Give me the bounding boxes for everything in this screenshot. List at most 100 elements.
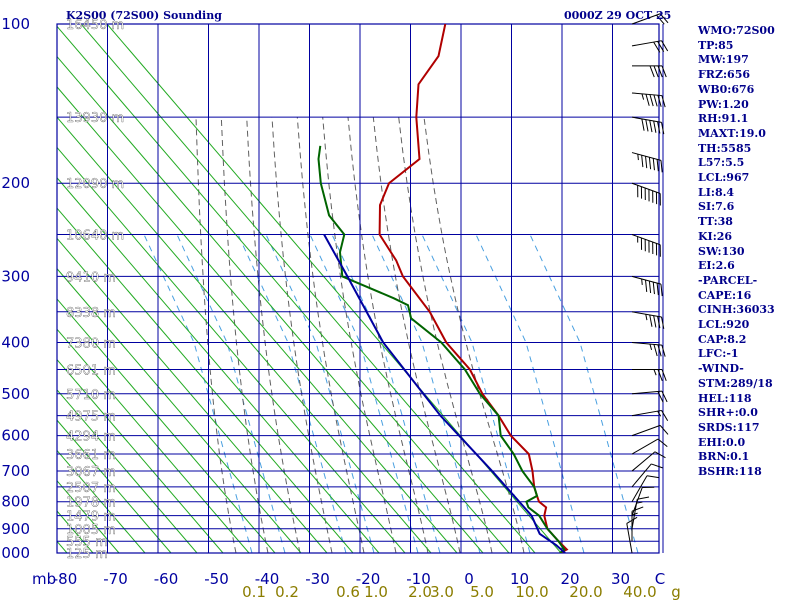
stat-line: SHR+:0.0 — [698, 406, 758, 420]
stat-line: -PARCEL- — [698, 273, 758, 287]
stat-line: EHI:0.0 — [698, 435, 746, 449]
stat-line: LCL:920 — [698, 318, 750, 332]
wind-barb-staff — [631, 275, 662, 285]
wind-barb-flag — [645, 279, 648, 293]
dewpoint-trace — [317, 145, 566, 553]
stat-line: FRZ:656 — [698, 68, 751, 82]
wind-barb — [631, 451, 666, 472]
wind-barb-staff — [631, 409, 662, 417]
moist-adiabat-line — [296, 117, 365, 553]
dry-adiabat-line — [57, 25, 510, 553]
pressure-tick-label: 900 — [1, 520, 30, 538]
wind-barb-flag — [657, 95, 662, 107]
mixing-ratio-lines — [143, 234, 639, 553]
dry-adiabat-line — [80, 24, 536, 553]
dry-adiabat-line — [57, 298, 276, 553]
wind-barb-flag — [657, 41, 665, 52]
mixing-ratio-label: 3.0 — [430, 583, 454, 600]
wind-barb — [631, 409, 669, 422]
pressure-unit-label: mb — [32, 570, 56, 588]
wind-barb-staff — [631, 234, 661, 246]
wind-barb — [631, 438, 668, 455]
wind-barb-flag — [657, 65, 663, 78]
stat-line: CAP:8.2 — [698, 332, 747, 346]
height-label: 4294 m — [66, 430, 116, 445]
height-label: 3067 m — [66, 465, 116, 480]
wind-barb — [631, 116, 665, 135]
mixing-ratio-label: 2.0 — [408, 583, 432, 600]
wind-barb-staff — [631, 463, 652, 488]
dry-adiabat-line — [57, 419, 172, 553]
wind-barb-flag — [631, 506, 644, 512]
temperature-tick-label: 30 — [611, 570, 630, 588]
stats-panel: WMO:72S00 TP:85 MW:197 FRZ:656 WB0:676 PW:1.2… — [698, 24, 798, 480]
temperature-tick-label: 20 — [560, 570, 579, 588]
stat-line: HEL:118 — [698, 391, 752, 405]
wind-barb-flag — [651, 463, 663, 469]
axis-labels: 1002003004005006007008009001000-80-70-60… — [0, 15, 681, 600]
dry-adiabat-line — [57, 55, 484, 553]
moist-adiabat-line — [347, 117, 429, 553]
wind-barb-half-flag — [645, 314, 648, 321]
mixing-ratio-line — [421, 234, 531, 553]
wind-barb-staff — [631, 311, 662, 318]
moist-adiabat-line — [246, 117, 301, 553]
wind-barb-flag — [645, 119, 649, 132]
wind-barb-flag — [653, 65, 659, 78]
dry-adiabat-line — [57, 146, 406, 553]
temperature-tick-label: -10 — [406, 570, 431, 588]
pressure-tick-label: 600 — [1, 427, 30, 445]
wind-barb-flag — [659, 13, 669, 24]
dry-adiabats — [57, 24, 562, 553]
stat-line: TH:5585 — [698, 141, 752, 155]
dry-adiabat-line — [57, 177, 380, 553]
wind-barb-flag — [657, 121, 661, 134]
mixing-ratio-unit: g — [671, 583, 681, 600]
wind-barb-staff — [631, 40, 662, 47]
wind-barb-flag — [657, 391, 664, 403]
stat-line: SI:7.6 — [698, 200, 735, 214]
wind-barb-flag — [637, 496, 650, 500]
wind-barb-flag — [659, 425, 669, 435]
plot-frame — [56, 23, 660, 554]
stat-line: WB0:676 — [698, 82, 755, 96]
moist-adiabat-line — [322, 117, 397, 553]
stat-line: CINH:36033 — [698, 303, 775, 317]
wind-barb-flag — [652, 158, 655, 171]
station-title: K2S00 (72S00) Sounding — [66, 9, 222, 22]
wind-barb-staff — [631, 182, 661, 194]
height-label: 13930 m — [66, 111, 124, 126]
wind-barb-flag — [649, 120, 653, 133]
height-label: 12090 m — [66, 177, 124, 192]
wind-barb-flag — [641, 118, 645, 131]
stat-line: BRN:0.1 — [698, 450, 750, 464]
stat-line: EI:2.6 — [698, 259, 735, 273]
stat-line: CAPE:16 — [698, 288, 752, 302]
wind-barb-staff — [626, 523, 633, 554]
height-label: 125 m — [66, 547, 108, 562]
mixing-ratio-line — [371, 234, 481, 553]
wind-barb-flag — [653, 41, 661, 53]
wind-barb-flag — [661, 316, 665, 329]
dry-adiabat-line — [57, 86, 458, 553]
wind-barb-flag — [661, 95, 666, 108]
dry-adiabat-line — [57, 328, 250, 553]
wind-barb-flag — [646, 475, 659, 479]
height-label: 16450 m — [66, 18, 124, 33]
sounding-time: 0000Z 29 OCT 25 — [564, 9, 672, 22]
stat-line: PW:1.20 — [698, 97, 749, 111]
moist-adiabat-line — [423, 117, 525, 553]
height-label: 3661 m — [66, 448, 116, 463]
wind-barb-staff — [631, 451, 656, 472]
temperature-tick-label: -20 — [356, 570, 381, 588]
wind-barb-flag — [656, 283, 659, 296]
temperature-tick-label: -50 — [204, 570, 229, 588]
wind-barb — [631, 92, 666, 108]
wind-barb — [631, 182, 661, 206]
wind-barb — [626, 516, 638, 554]
height-label: 7380 m — [66, 336, 116, 351]
temperature-tick-label: -80 — [53, 570, 78, 588]
dry-adiabat-line — [57, 116, 432, 553]
wind-barb-half-flag — [649, 343, 653, 350]
